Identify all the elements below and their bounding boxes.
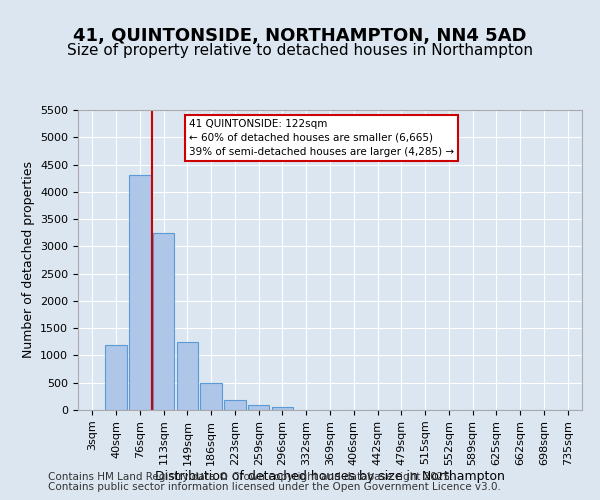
Text: Size of property relative to detached houses in Northampton: Size of property relative to detached ho… — [67, 42, 533, 58]
Bar — [272, 406, 293, 410]
Bar — [106, 344, 127, 410]
Bar — [248, 404, 269, 410]
Bar — [200, 382, 222, 410]
Text: Contains HM Land Registry data © Crown copyright and database right 2025.: Contains HM Land Registry data © Crown c… — [48, 472, 454, 482]
X-axis label: Distribution of detached houses by size in Northampton: Distribution of detached houses by size … — [155, 470, 505, 484]
Bar — [176, 342, 198, 410]
Text: 41 QUINTONSIDE: 122sqm
← 60% of detached houses are smaller (6,665)
39% of semi-: 41 QUINTONSIDE: 122sqm ← 60% of detached… — [189, 119, 454, 157]
Y-axis label: Number of detached properties: Number of detached properties — [22, 162, 35, 358]
Bar — [153, 232, 174, 410]
Bar — [129, 176, 151, 410]
Bar — [224, 400, 245, 410]
Text: Contains public sector information licensed under the Open Government Licence v3: Contains public sector information licen… — [48, 482, 501, 492]
Text: 41, QUINTONSIDE, NORTHAMPTON, NN4 5AD: 41, QUINTONSIDE, NORTHAMPTON, NN4 5AD — [73, 28, 527, 46]
